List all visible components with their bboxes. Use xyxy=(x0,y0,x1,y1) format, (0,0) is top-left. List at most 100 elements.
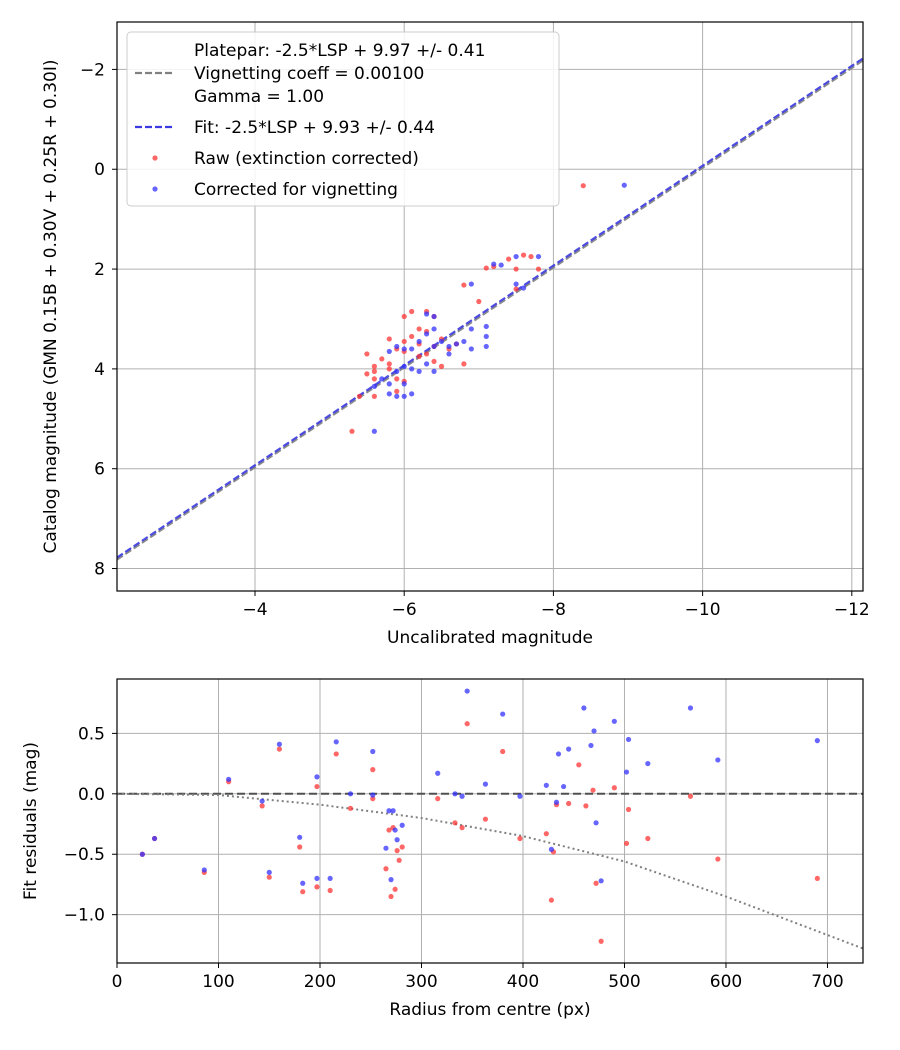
x-tick-label: −8 xyxy=(541,600,566,620)
data-point xyxy=(394,393,400,399)
data-point xyxy=(347,805,354,811)
data-point xyxy=(715,757,721,763)
data-point xyxy=(409,366,415,372)
data-point xyxy=(409,333,415,340)
data-point xyxy=(276,746,282,752)
data-point xyxy=(327,887,333,894)
data-point xyxy=(452,820,458,826)
data-point xyxy=(423,361,430,367)
y-tick-label: 0.0 xyxy=(78,785,105,805)
data-point xyxy=(259,803,265,809)
data-point xyxy=(593,880,599,886)
plot-area xyxy=(117,688,863,950)
y-tick-label: 4 xyxy=(94,360,105,380)
data-point xyxy=(446,351,452,357)
data-point xyxy=(598,938,604,944)
data-point xyxy=(446,343,452,350)
data-point xyxy=(201,867,207,873)
data-point xyxy=(276,741,282,747)
data-point xyxy=(598,878,604,884)
data-point xyxy=(423,351,430,357)
x-tick-label: 100 xyxy=(202,972,234,992)
data-point xyxy=(388,893,394,900)
x-tick-label: 500 xyxy=(608,972,640,992)
data-point xyxy=(645,760,651,767)
data-point xyxy=(464,721,470,727)
x-tick-label: 200 xyxy=(304,972,336,992)
data-point xyxy=(394,388,400,394)
y-tick-label: −2 xyxy=(80,60,105,80)
data-point xyxy=(370,767,376,773)
data-point xyxy=(438,363,445,369)
data-point xyxy=(392,886,398,892)
data-point xyxy=(266,874,272,880)
data-point xyxy=(431,326,437,332)
plot-area xyxy=(117,57,863,561)
plot-frame xyxy=(116,678,864,964)
data-point xyxy=(394,368,400,374)
data-point xyxy=(333,739,339,745)
data-point xyxy=(553,799,560,805)
legend-handle-marker xyxy=(152,186,158,192)
data-point xyxy=(500,711,506,717)
x-axis-label: Uncalibrated magnitude xyxy=(387,628,593,648)
data-point xyxy=(535,266,542,272)
data-point xyxy=(645,835,651,842)
data-point xyxy=(383,845,389,851)
data-point xyxy=(611,718,617,724)
bottom-chart: 0 100 200 300 400 500 600 700 0.5 0.0 −0.5 −1.0 Radi… xyxy=(21,678,864,1020)
legend-label: Platepar: -2.5*LSP + 9.97 +/- 0.41 xyxy=(194,41,485,61)
data-point xyxy=(383,866,389,872)
data-point xyxy=(482,816,489,822)
data-point xyxy=(687,705,694,711)
y-tick-label: 8 xyxy=(94,560,105,580)
data-point xyxy=(459,793,465,799)
data-point xyxy=(453,341,460,347)
data-point xyxy=(349,428,355,434)
legend-label: Fit: -2.5*LSP + 9.93 +/- 0.44 xyxy=(194,118,435,138)
data-point xyxy=(371,393,377,399)
legend-label: Vignetting coeff = 0.00100 xyxy=(194,64,424,84)
data-point xyxy=(314,875,320,882)
data-point xyxy=(386,348,392,355)
data-point xyxy=(314,774,320,780)
data-point xyxy=(394,343,400,350)
data-point xyxy=(483,265,489,271)
data-point xyxy=(498,262,504,268)
data-point xyxy=(590,787,596,793)
data-point xyxy=(333,751,339,757)
data-point xyxy=(580,183,586,189)
data-point xyxy=(814,738,820,744)
data-point xyxy=(423,331,430,337)
data-point xyxy=(151,835,158,842)
data-point xyxy=(623,840,630,846)
data-point xyxy=(461,361,467,367)
data-point xyxy=(431,368,437,374)
data-point xyxy=(555,751,562,757)
data-point xyxy=(370,796,376,802)
y-tick-label: 0 xyxy=(94,160,105,180)
data-point xyxy=(401,346,407,352)
data-point xyxy=(394,837,400,843)
x-tick-label: 400 xyxy=(507,972,539,992)
data-point xyxy=(370,792,376,798)
data-point xyxy=(566,800,572,807)
data-point xyxy=(566,746,572,752)
data-point xyxy=(416,326,422,332)
data-point xyxy=(399,822,405,828)
data-point xyxy=(300,889,306,895)
top-chart: −4 −6 −8 −10 −12 −2 0 2 4 6 8 Uncalibrated magnitud… xyxy=(41,21,870,648)
data-point xyxy=(266,869,272,875)
x-tick-label: 700 xyxy=(811,972,843,992)
x-tick-label: 0 xyxy=(112,972,123,992)
data-point xyxy=(297,834,303,840)
data-point xyxy=(517,793,523,799)
data-point xyxy=(535,253,542,260)
data-point xyxy=(401,338,407,345)
y-tick-label: 0.5 xyxy=(78,724,105,744)
data-point xyxy=(715,856,721,862)
data-point xyxy=(371,376,377,382)
data-point xyxy=(461,282,467,288)
data-point xyxy=(611,785,617,791)
data-point xyxy=(416,353,422,360)
